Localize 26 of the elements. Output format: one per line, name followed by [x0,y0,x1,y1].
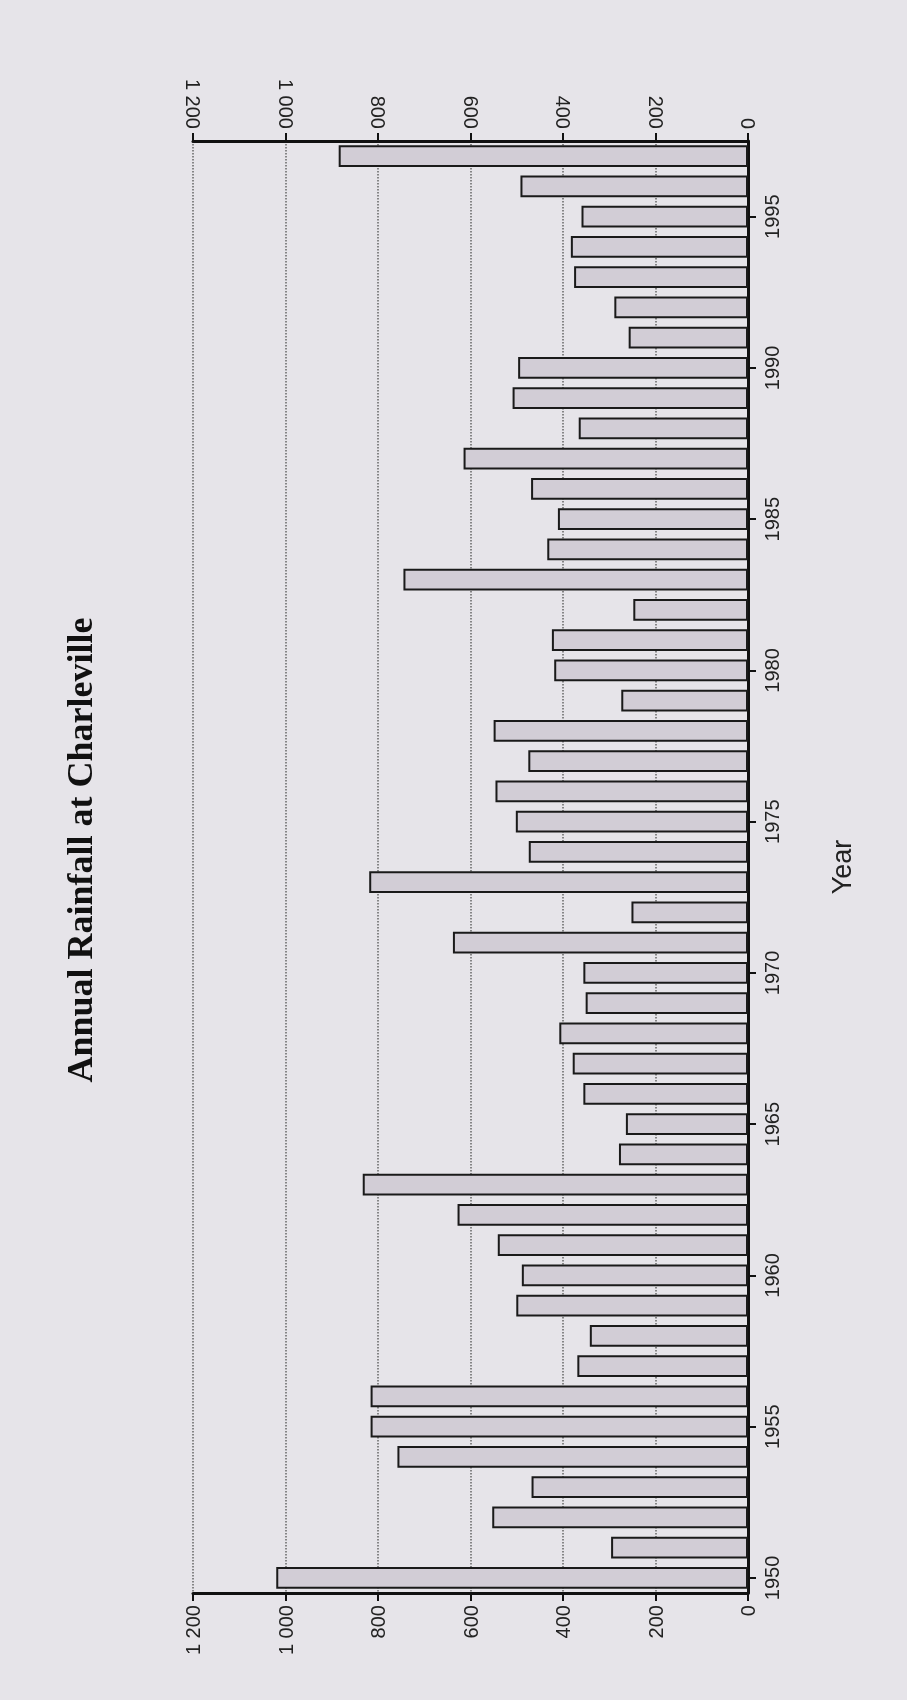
x2-tick-label: 400 [552,95,574,129]
x-tick-label: 1 000 [274,1605,297,1656]
y-tick-label: 1970 [761,950,783,996]
y-tick-label: 1960 [761,1253,783,1298]
x-tick-label: 0 [737,1605,759,1617]
y-tick-label: 1950 [761,1555,783,1601]
y-tick-label: 1985 [761,496,783,542]
x-tick-label: 400 [552,1605,574,1639]
y-tick-label: 1995 [761,194,783,239]
x-tick-label: 600 [459,1605,482,1639]
y-tick-label: 1990 [761,345,783,391]
x2-tick-label: 800 [367,95,389,129]
x-tick-label: 800 [367,1605,389,1639]
text: Annual Rainfall at Charleville [60,617,100,1083]
x2-tick-label: 1 200 [182,78,204,129]
x2-tick-label: 1 000 [274,78,297,129]
y-tick-label: 1975 [761,799,783,844]
x2-tick-label: 0 [737,117,759,129]
y-axis-title: Year [826,839,857,895]
x-tick-label: 1 200 [182,1605,204,1656]
y-tick-label: 1955 [761,1404,783,1449]
x2-tick-label: 600 [459,95,482,129]
x-tick-label: 200 [644,1605,667,1639]
y-tick-label: 1965 [761,1101,783,1147]
y-tick-label: 1980 [761,648,783,693]
x2-tick-label: 200 [644,95,667,129]
